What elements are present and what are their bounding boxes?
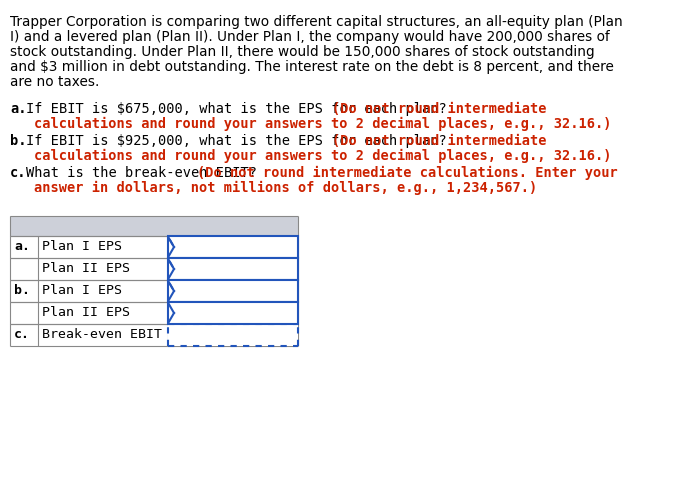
- Text: b.: b.: [14, 284, 30, 297]
- Text: (Do not round intermediate: (Do not round intermediate: [332, 134, 547, 148]
- Text: Plan I EPS: Plan I EPS: [42, 241, 122, 253]
- Text: c.: c.: [14, 328, 30, 342]
- Bar: [168, 236, 298, 258]
- Bar: [10, 258, 298, 280]
- Text: Break-even EBIT: Break-even EBIT: [42, 328, 162, 342]
- Text: (Do not round intermediate: (Do not round intermediate: [332, 102, 547, 116]
- Bar: [168, 280, 298, 302]
- Text: calculations and round your answers to 2 decimal places, e.g., 32.16.): calculations and round your answers to 2…: [34, 149, 611, 163]
- Bar: [168, 302, 298, 324]
- Bar: [168, 324, 298, 346]
- Text: answer in dollars, not millions of dollars, e.g., 1,234,567.): answer in dollars, not millions of dolla…: [34, 181, 538, 195]
- Text: and $3 million in debt outstanding. The interest rate on the debt is 8 percent, : and $3 million in debt outstanding. The …: [10, 60, 614, 74]
- Text: I) and a levered plan (Plan II). Under Plan I, the company would have 200,000 sh: I) and a levered plan (Plan II). Under P…: [10, 30, 610, 44]
- Bar: [10, 236, 298, 258]
- Bar: [10, 216, 298, 236]
- Text: If EBIT is $925,000, what is the EPS for each plan?: If EBIT is $925,000, what is the EPS for…: [26, 134, 455, 148]
- Text: Plan I EPS: Plan I EPS: [42, 284, 122, 297]
- Text: (Do not round intermediate calculations. Enter your: (Do not round intermediate calculations.…: [197, 166, 617, 180]
- Text: calculations and round your answers to 2 decimal places, e.g., 32.16.): calculations and round your answers to 2…: [34, 117, 611, 131]
- Text: a.: a.: [14, 241, 30, 253]
- Text: If EBIT is $675,000, what is the EPS for each plan?: If EBIT is $675,000, what is the EPS for…: [26, 102, 455, 116]
- Text: c.: c.: [10, 166, 26, 180]
- Bar: [168, 258, 298, 280]
- Text: Plan II EPS: Plan II EPS: [42, 307, 130, 319]
- Text: a.: a.: [10, 102, 26, 116]
- Text: stock outstanding. Under Plan II, there would be 150,000 shares of stock outstan: stock outstanding. Under Plan II, there …: [10, 45, 594, 59]
- Text: Plan II EPS: Plan II EPS: [42, 262, 130, 276]
- Text: are no taxes.: are no taxes.: [10, 75, 100, 89]
- Text: Trapper Corporation is comparing two different capital structures, an all-equity: Trapper Corporation is comparing two dif…: [10, 15, 623, 29]
- Bar: [10, 324, 298, 346]
- Bar: [10, 302, 298, 324]
- Text: b.: b.: [10, 134, 26, 148]
- Text: What is the break-even EBIT?: What is the break-even EBIT?: [26, 166, 265, 180]
- Bar: [10, 280, 298, 302]
